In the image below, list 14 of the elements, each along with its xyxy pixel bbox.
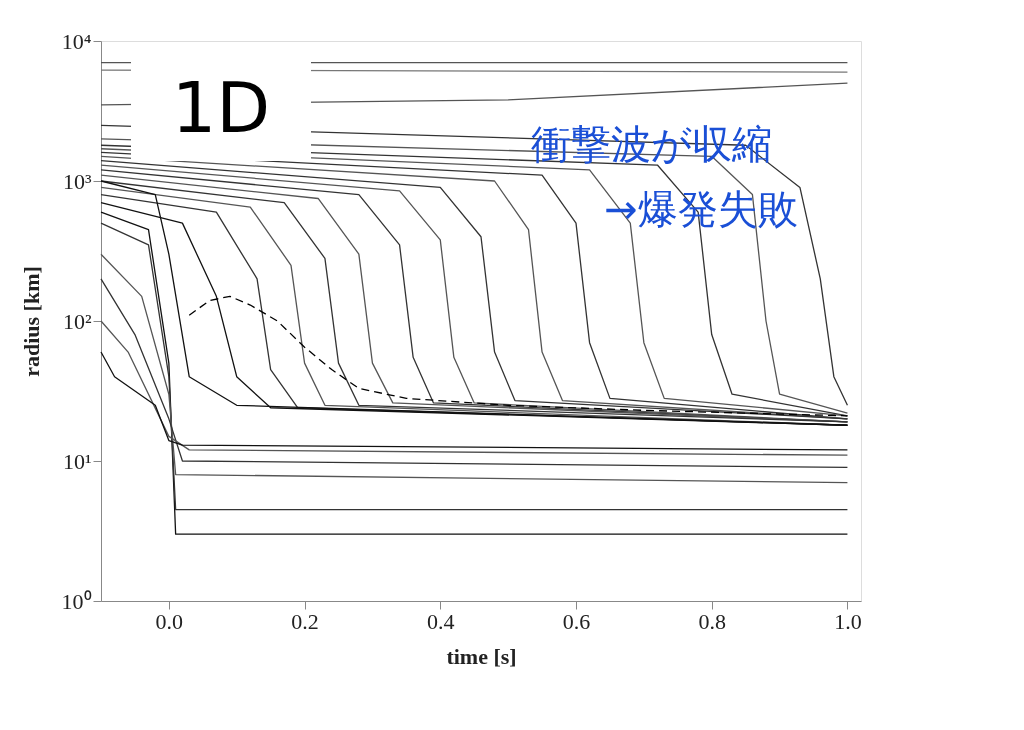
x-tick-label: 0.8 <box>698 608 726 634</box>
y-tick-label: 10⁰ <box>61 588 92 614</box>
x-tick-label: 0.6 <box>562 608 591 634</box>
x-axis-title: time [s] <box>446 643 517 669</box>
annotation: 1D <box>171 67 271 149</box>
y-tick-label: 10³ <box>62 168 92 194</box>
x-tick-label: 0.2 <box>291 608 319 634</box>
x-tick-label: 1.0 <box>834 608 862 634</box>
y-tick-label: 10⁴ <box>61 28 92 54</box>
x-tick-label: 0.4 <box>427 608 455 634</box>
y-axis-title: radius [km] <box>18 266 44 377</box>
y-tick-label: 10² <box>62 308 92 334</box>
x-tick-label: 0.0 <box>155 608 184 634</box>
y-tick-label: 10¹ <box>62 448 92 474</box>
